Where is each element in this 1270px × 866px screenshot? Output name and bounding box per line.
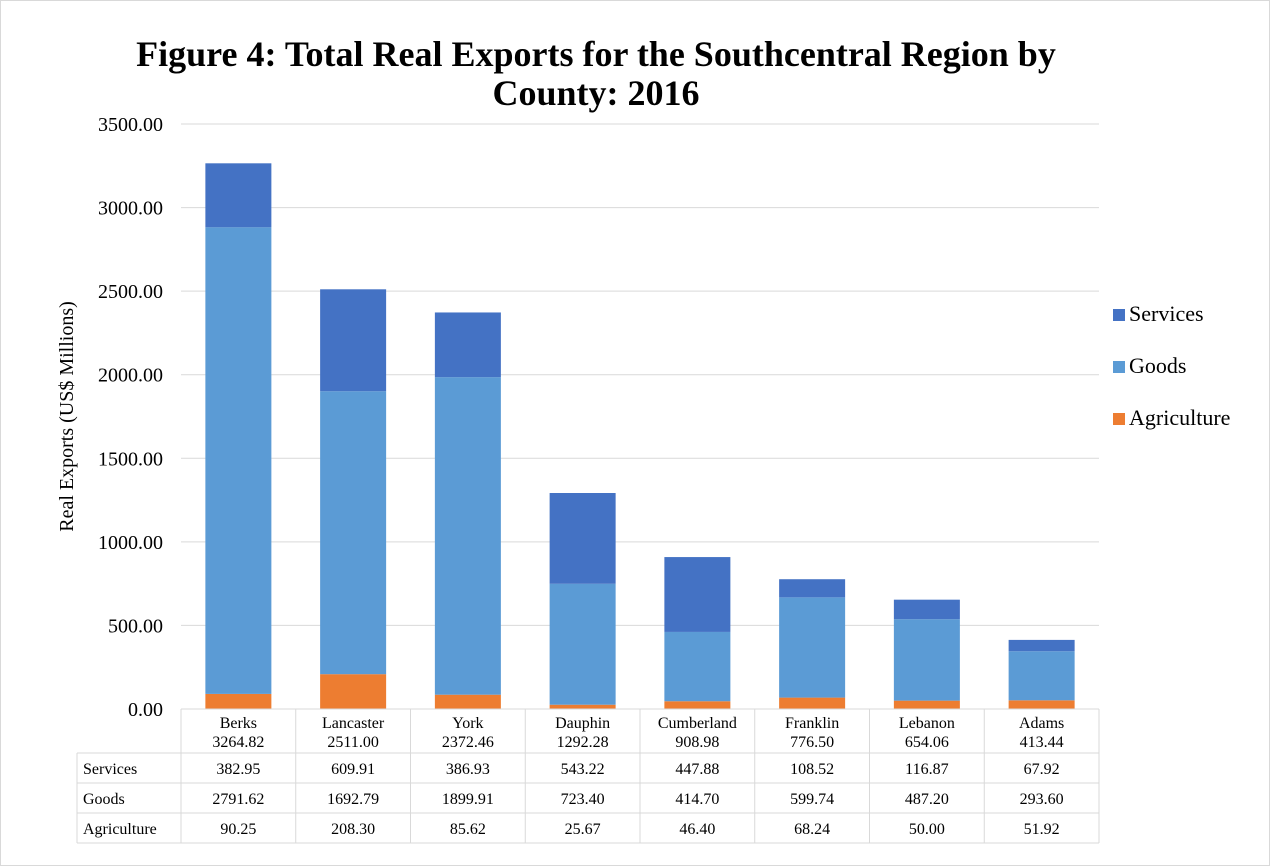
- bar-agriculture-york: [434, 694, 501, 709]
- data-label: 67.92: [1024, 761, 1060, 778]
- x-tick-label: Adams: [1019, 715, 1064, 732]
- bar-services-adams: [1008, 639, 1075, 652]
- data-label: 382.95: [216, 761, 260, 778]
- bar-agriculture-lancaster: [320, 674, 387, 709]
- data-label: 447.88: [675, 761, 719, 778]
- data-label: 1899.91: [442, 791, 494, 808]
- data-label: 543.22: [561, 761, 605, 778]
- bar-goods-berks: [205, 227, 272, 694]
- bar-services-cumberland: [664, 557, 731, 632]
- bar-goods-lancaster: [320, 391, 387, 675]
- category-total-label: 776.50: [790, 734, 834, 751]
- data-label: 46.40: [679, 821, 715, 838]
- bar-goods-lebanon: [893, 619, 960, 701]
- bar-goods-dauphin: [549, 583, 616, 705]
- legend-swatch-agriculture: [1113, 413, 1125, 425]
- x-tick-label: Cumberland: [658, 715, 737, 732]
- y-tick-label: 1000.00: [98, 532, 163, 554]
- data-label: 609.91: [331, 761, 375, 778]
- data-label: 2791.62: [212, 791, 264, 808]
- chart-title: Figure 4: Total Real Exports for the Sou…: [136, 34, 1056, 113]
- data-label: 68.24: [794, 821, 830, 838]
- data-label: 116.87: [905, 761, 948, 778]
- data-label: 51.92: [1024, 821, 1060, 838]
- data-label: 723.40: [561, 791, 605, 808]
- bar-goods-adams: [1008, 651, 1075, 701]
- y-tick-label: 1500.00: [98, 448, 163, 470]
- legend-label-agriculture: Agriculture: [1129, 405, 1230, 430]
- x-tick-label: Berks: [220, 715, 257, 732]
- data-label: 487.20: [905, 791, 949, 808]
- x-tick-label: York: [452, 715, 483, 732]
- bar-services-lancaster: [320, 289, 387, 392]
- bar-agriculture-lebanon: [893, 700, 960, 709]
- data-label: 599.74: [790, 791, 834, 808]
- bar-services-franklin: [779, 579, 846, 598]
- data-label: 50.00: [909, 821, 945, 838]
- bar-agriculture-dauphin: [549, 704, 616, 709]
- data-label: 90.25: [220, 821, 256, 838]
- y-tick-label: 2000.00: [98, 365, 163, 387]
- y-tick-label: 3500.00: [98, 114, 163, 136]
- bar-agriculture-cumberland: [664, 701, 731, 709]
- data-label: 85.62: [450, 821, 486, 838]
- category-total-label: 413.44: [1020, 734, 1064, 751]
- bar-services-berks: [205, 163, 272, 228]
- data-label: 25.67: [565, 821, 601, 838]
- legend-swatch-goods: [1113, 361, 1125, 373]
- bar-goods-franklin: [779, 597, 846, 698]
- y-tick-label: 3000.00: [98, 198, 163, 220]
- table-row-label: Services: [83, 761, 137, 778]
- data-label: 293.60: [1020, 791, 1064, 808]
- bar-services-lebanon: [893, 599, 960, 620]
- category-total-label: 654.06: [905, 734, 949, 751]
- table-row-label: Goods: [83, 791, 125, 808]
- legend-label-goods: Goods: [1129, 353, 1186, 378]
- bar-agriculture-franklin: [779, 697, 846, 709]
- data-label: 414.70: [675, 791, 719, 808]
- data-label: 386.93: [446, 761, 490, 778]
- y-tick-label: 2500.00: [98, 281, 163, 303]
- category-total-label: 3264.82: [212, 734, 264, 751]
- y-tick-label: 500.00: [108, 615, 163, 637]
- category-total-label: 2511.00: [327, 734, 378, 751]
- legend-swatch-services: [1113, 309, 1125, 321]
- x-tick-label: Franklin: [785, 715, 839, 732]
- legend-label-services: Services: [1129, 301, 1204, 326]
- y-axis-label: Real Exports (US$ Millions): [56, 301, 78, 532]
- bar-services-dauphin: [549, 493, 616, 584]
- category-total-label: 1292.28: [557, 734, 609, 751]
- data-label: 208.30: [331, 821, 375, 838]
- bar-goods-york: [434, 377, 501, 695]
- x-tick-label: Dauphin: [555, 715, 610, 732]
- data-label: 1692.79: [327, 791, 379, 808]
- x-tick-label: Lebanon: [899, 715, 955, 732]
- bar-agriculture-berks: [205, 693, 272, 709]
- data-label: 108.52: [790, 761, 834, 778]
- bar-services-york: [434, 312, 501, 378]
- category-total-label: 2372.46: [442, 734, 494, 751]
- table-row-label: Agriculture: [83, 821, 157, 838]
- y-tick-label: 0.00: [128, 699, 163, 721]
- bar-agriculture-adams: [1008, 700, 1075, 709]
- bar-goods-cumberland: [664, 631, 731, 702]
- x-tick-label: Lancaster: [322, 715, 385, 732]
- category-total-label: 908.98: [675, 734, 719, 751]
